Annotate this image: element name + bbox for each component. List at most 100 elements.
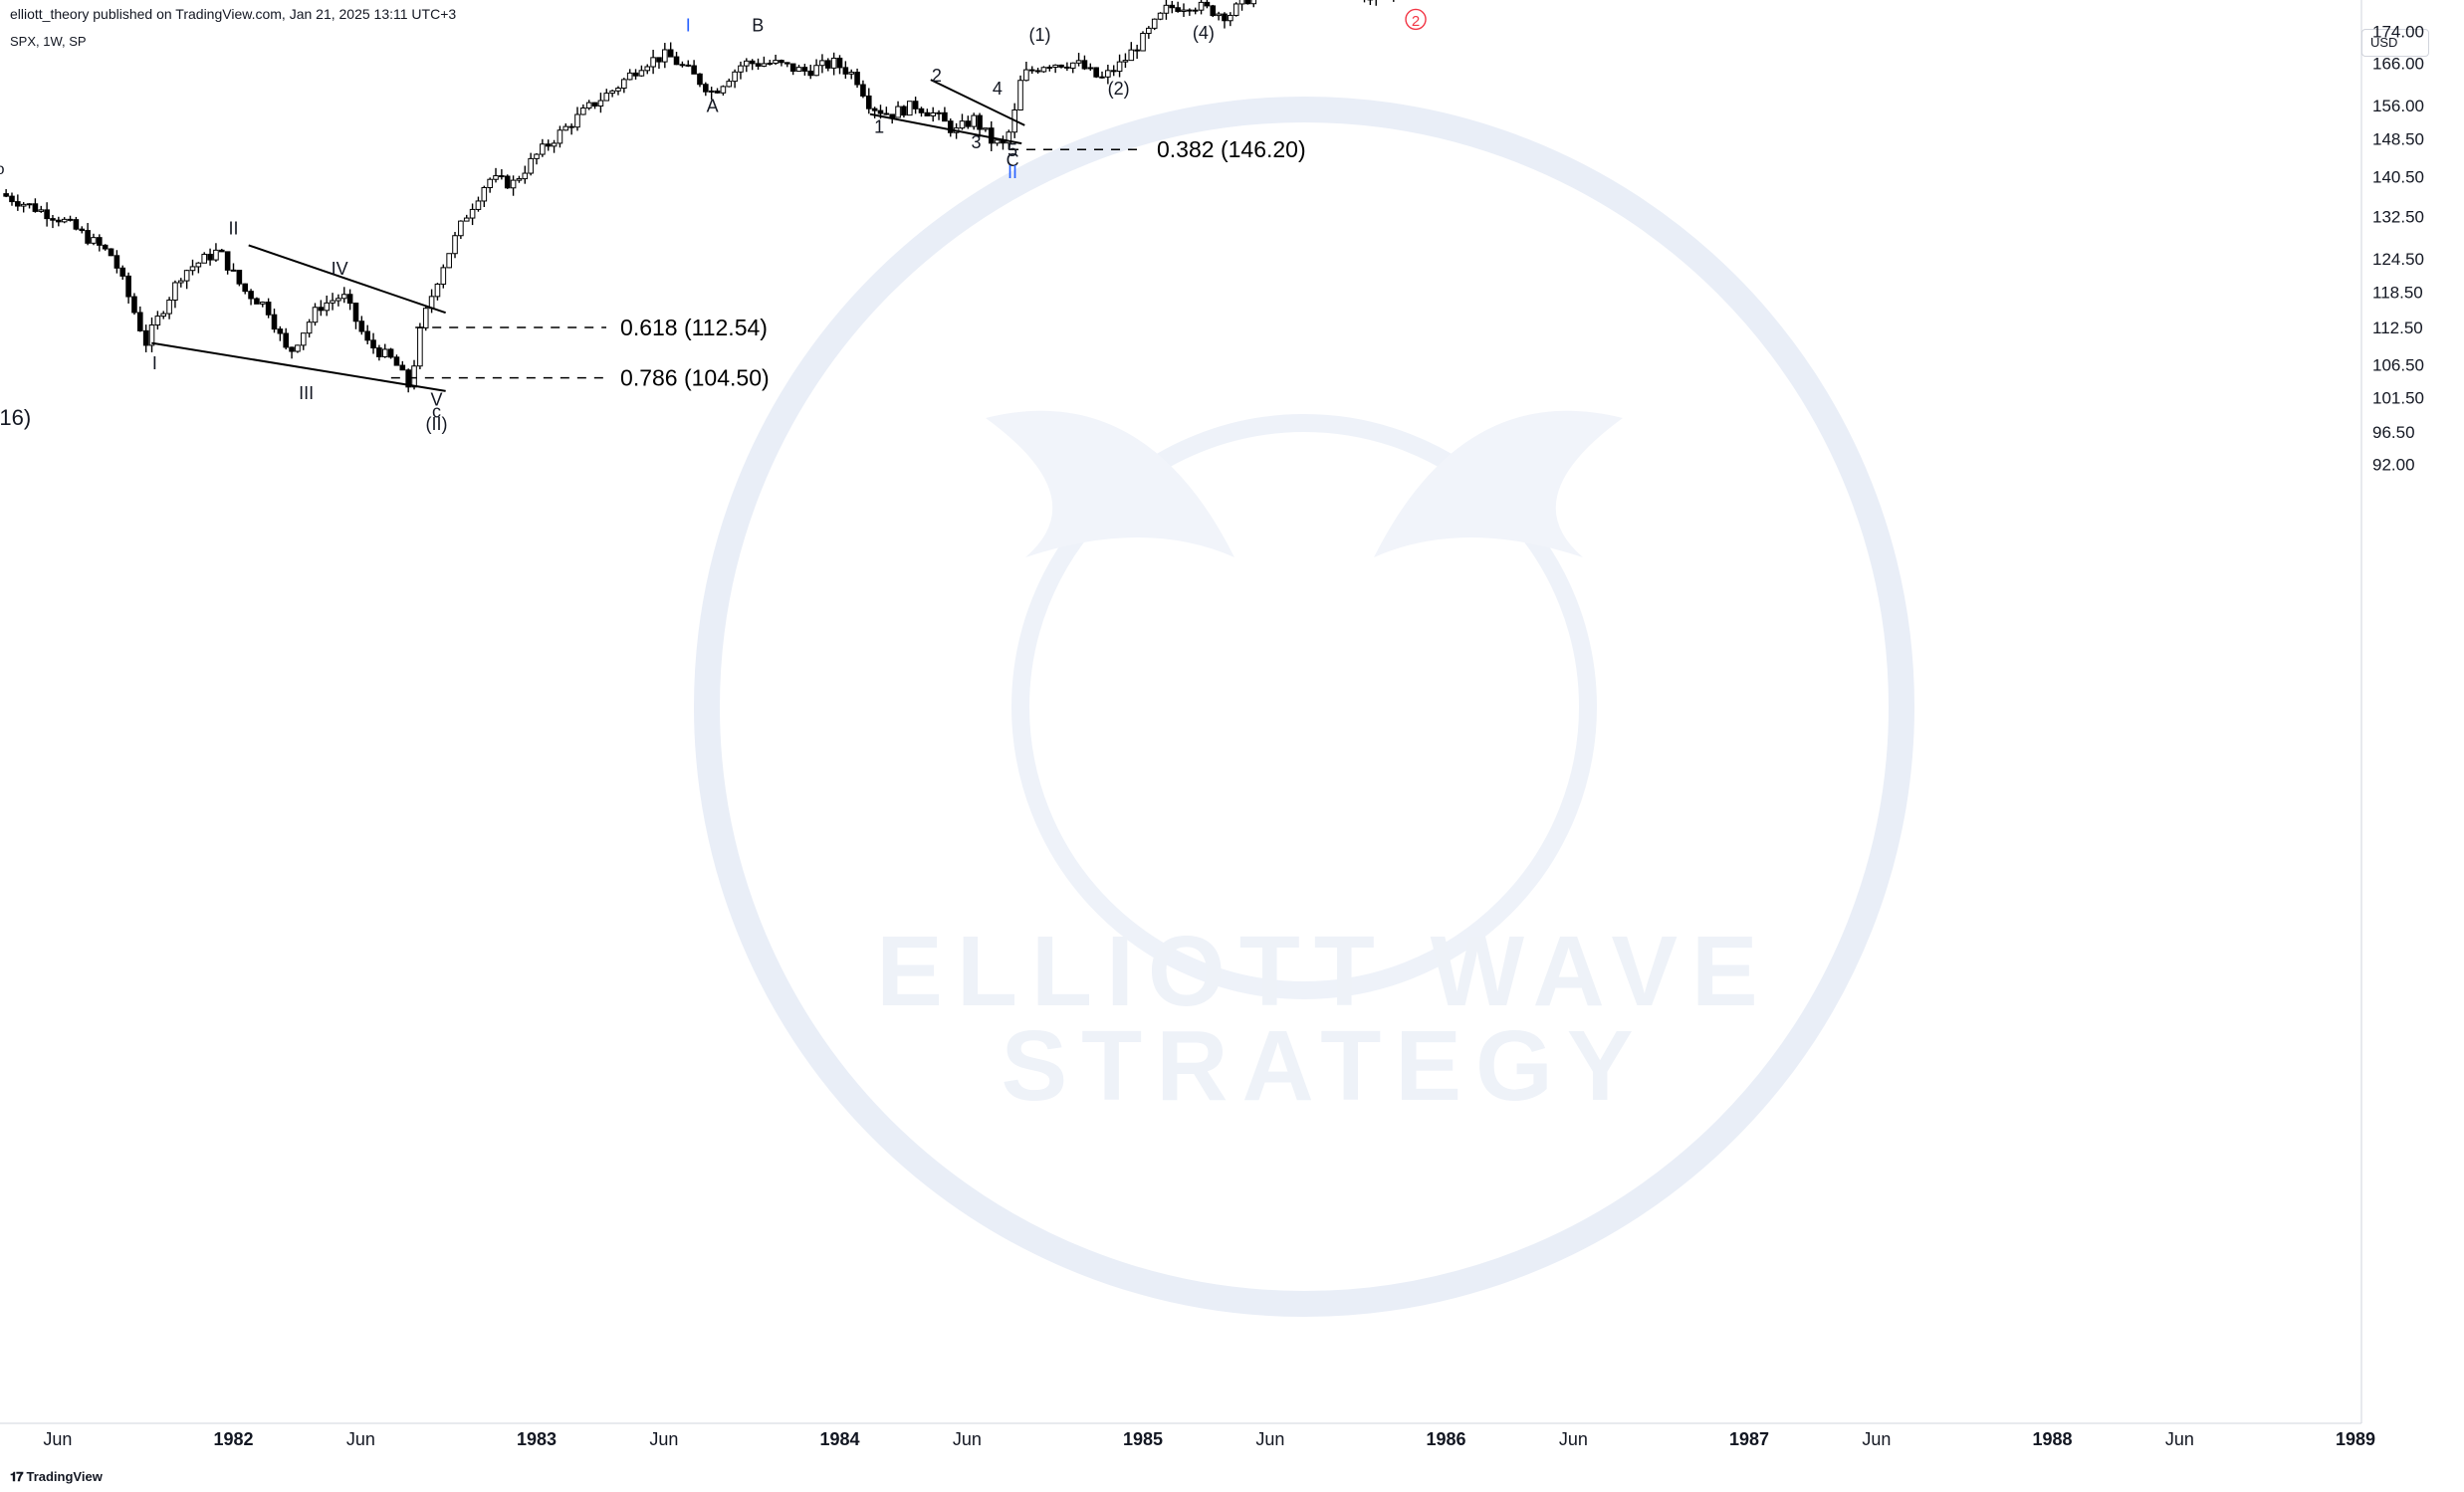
candle: [1088, 64, 1093, 71]
candle: [633, 69, 638, 80]
candle: [278, 326, 283, 341]
candle: [1053, 65, 1058, 74]
candle: [837, 55, 842, 74]
candle: [464, 215, 469, 222]
candle: [4, 189, 9, 197]
candle: [581, 105, 586, 115]
svg-text:B: B: [752, 15, 764, 35]
candle: [558, 125, 562, 147]
candle: [1217, 12, 1222, 21]
wave-label: o: [0, 161, 5, 178]
candle: [243, 284, 248, 295]
candle: [406, 368, 411, 392]
time-tick-label: Jun: [1559, 1429, 1588, 1449]
candle: [931, 107, 936, 121]
time-tick-label: Jun: [1862, 1429, 1891, 1449]
svg-text:16): 16): [0, 405, 31, 430]
candle: [966, 115, 971, 128]
candle: [359, 316, 364, 334]
svg-text:2: 2: [932, 66, 942, 86]
candle: [301, 332, 306, 349]
candle: [849, 70, 854, 80]
candle: [715, 89, 720, 94]
time-tick-label: Jun: [649, 1429, 678, 1449]
candle: [1001, 135, 1006, 149]
price-tick-label: 132.50: [2372, 207, 2424, 226]
candle: [1188, 8, 1193, 15]
svg-text:o: o: [0, 161, 5, 178]
candle: [1239, 0, 1244, 11]
candle: [103, 244, 108, 251]
candle: [622, 78, 627, 93]
candle: [394, 354, 399, 365]
candle: [178, 278, 183, 288]
candle: [808, 65, 813, 79]
price-tick-label: 148.50: [2372, 130, 2424, 149]
time-tick-label: 1986: [1426, 1429, 1465, 1449]
price-tick-label: 112.50: [2372, 319, 2423, 337]
candle: [668, 43, 673, 58]
candle: [453, 232, 458, 258]
candle: [120, 266, 125, 280]
candle: [925, 108, 930, 115]
candle: [272, 309, 277, 332]
price-axis[interactable]: 92.00 96.50 101.50 106.50 112.50 118.50 124.50…: [2372, 0, 2424, 475]
candle: [790, 64, 795, 75]
candle: [331, 293, 336, 310]
candle: [296, 344, 301, 352]
wave-label: IV: [332, 259, 348, 279]
wave-labels: o16)IIIIIIIVVc(II)IAB12345CII(1)(2)(3)(4…: [0, 0, 2000, 434]
price-tick-label: 96.50: [2372, 423, 2415, 442]
wave-label: 1: [874, 117, 884, 137]
candle: [290, 346, 295, 358]
candle: [219, 249, 224, 252]
candle: [1362, 0, 1367, 2]
candle: [913, 97, 918, 113]
wave-label: III: [299, 383, 314, 403]
candle: [972, 112, 977, 129]
candle: [1129, 42, 1134, 61]
candle: [74, 217, 79, 230]
candle: [896, 102, 901, 117]
candle: [1029, 66, 1034, 74]
candle: [768, 60, 773, 66]
candle: [651, 50, 656, 74]
fib-level[interactable]: 0.786 (104.50): [391, 365, 770, 391]
price-tick-label: 166.00: [2372, 54, 2424, 73]
candle: [313, 303, 318, 325]
candle: [138, 307, 143, 332]
svg-text:I: I: [686, 15, 691, 35]
candle: [80, 226, 85, 233]
time-tick-label: Jun: [953, 1429, 982, 1449]
fib-level[interactable]: 0.618 (112.54): [415, 315, 768, 340]
candle: [126, 273, 131, 304]
candle: [721, 86, 726, 96]
candle: [1233, 2, 1238, 16]
time-tick-label: 1989: [2336, 1429, 2375, 1449]
price-tick-label: 140.50: [2372, 167, 2424, 186]
candle: [943, 107, 948, 121]
candle: [418, 322, 423, 369]
candle: [1391, 0, 1396, 2]
candle: [814, 59, 819, 76]
candle: [948, 118, 953, 136]
candle: [325, 296, 330, 316]
fib-levels: 0.618 (112.54) 0.786 (104.50) 0.382 (146.2…: [391, 0, 2352, 391]
time-axis[interactable]: Jun 1982 Jun 1983 Jun 1984 Jun 1985 Jun 1986 Jun 19…: [43, 1429, 2375, 1449]
candle: [260, 302, 265, 308]
candle: [447, 253, 452, 268]
trendline[interactable]: [249, 245, 446, 313]
wave-label: 3: [972, 132, 982, 152]
candle: [523, 166, 528, 184]
candle: [843, 61, 848, 79]
candle: [674, 52, 679, 65]
candle: [494, 168, 499, 183]
candle: [435, 283, 440, 301]
candle: [511, 175, 516, 195]
fib-label: 0.382 (146.20): [1157, 136, 1306, 162]
candle: [750, 59, 755, 70]
candle: [214, 243, 219, 262]
time-tick-label: 1988: [2032, 1429, 2072, 1449]
time-tick-label: Jun: [2165, 1429, 2194, 1449]
